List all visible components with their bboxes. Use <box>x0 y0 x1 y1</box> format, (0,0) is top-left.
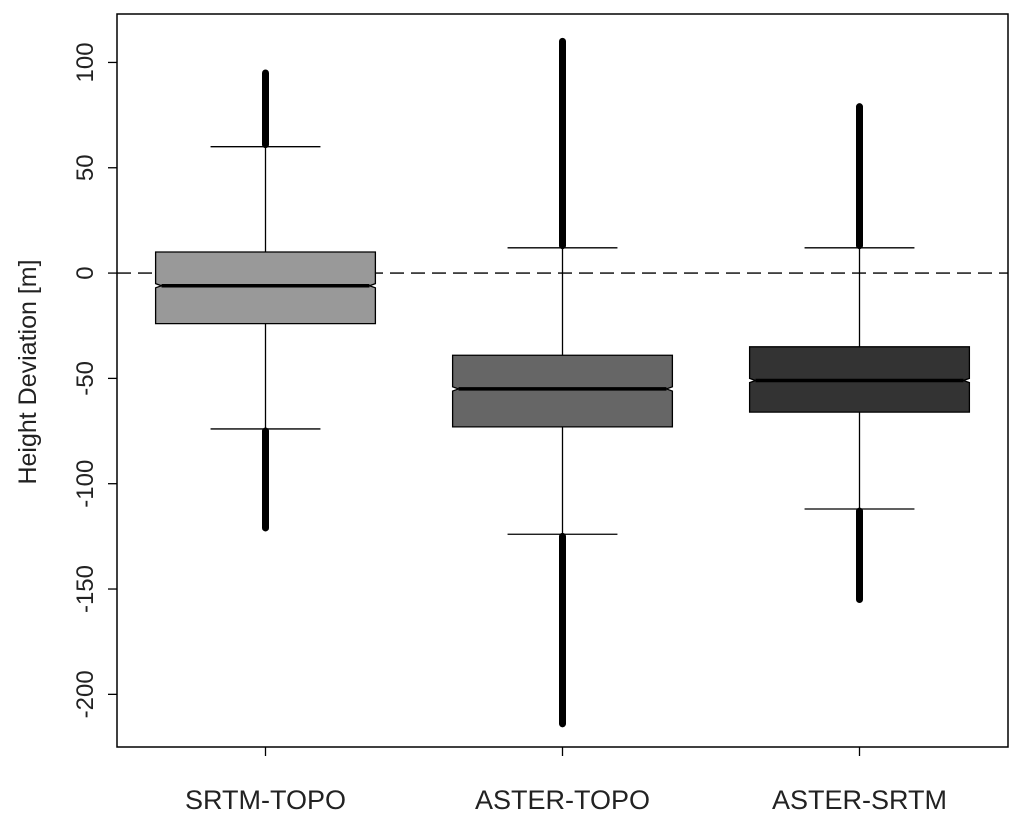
box-aster-srtm <box>748 103 971 604</box>
y-tick-label: 100 <box>72 42 99 82</box>
y-axis: 100 50 0 -50 -100 -150 -200 <box>72 42 117 718</box>
y-tick-label: 50 <box>72 154 99 181</box>
y-tick-label: -100 <box>72 460 99 508</box>
x-axis: SRTM-TOPO ASTER-TOPO ASTER-SRTM <box>185 747 947 815</box>
x-category-label: SRTM-TOPO <box>185 785 346 815</box>
box-srtm-topo <box>154 69 377 532</box>
y-tick-label: -50 <box>72 361 99 396</box>
y-tick-label: 0 <box>72 266 99 279</box>
y-axis-title: Height Deviation [m] <box>14 259 42 484</box>
box-body <box>154 251 377 325</box>
boxes-layer <box>154 37 971 728</box>
box-aster-topo <box>451 37 674 728</box>
x-category-label: ASTER-SRTM <box>772 785 947 815</box>
box-body <box>451 354 674 428</box>
x-category-label: ASTER-TOPO <box>475 785 650 815</box>
y-tick-label: -200 <box>72 670 99 718</box>
y-tick-label: -150 <box>72 565 99 613</box>
